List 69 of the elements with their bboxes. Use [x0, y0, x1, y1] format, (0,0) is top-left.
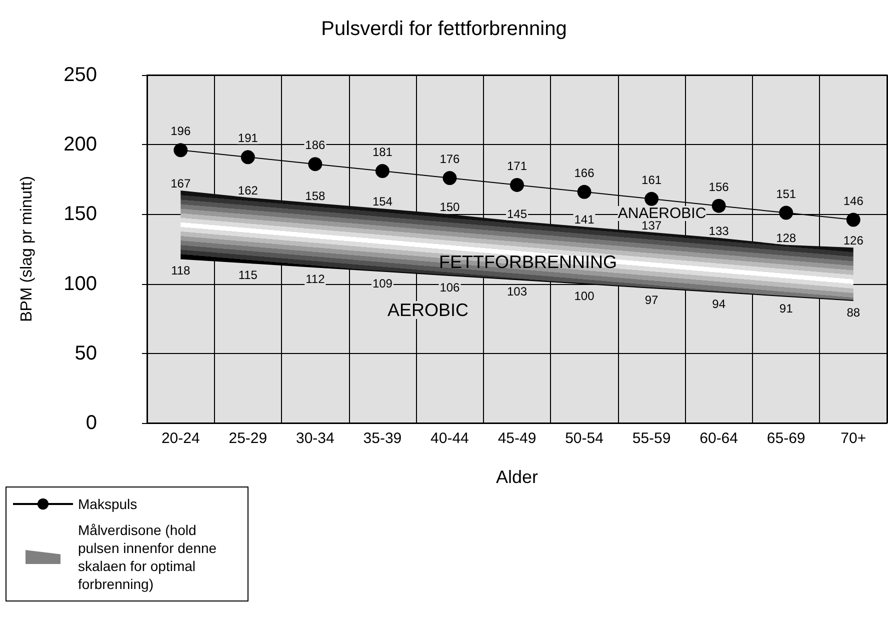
y-tick-label: 50	[74, 342, 97, 364]
data-label: 133	[708, 224, 730, 238]
data-label: 196	[170, 124, 191, 138]
data-label: 146	[843, 194, 864, 208]
x-tick-label: 60-64	[700, 430, 738, 447]
point	[712, 198, 726, 213]
data-label: 151	[776, 186, 796, 201]
x-tick-label: 70+	[840, 430, 866, 447]
legend-label: Målverdisone (hold pulsen innenfor denne skalaen for optimal forbrenning)	[78, 522, 220, 592]
data-label: 88	[846, 306, 860, 320]
data-label: 158	[305, 189, 326, 204]
x-tick-label: 30-34	[296, 430, 334, 447]
data-label: 118	[171, 264, 191, 278]
data-label: 106	[440, 280, 460, 294]
point	[510, 178, 524, 192]
data-label: 145	[506, 207, 528, 222]
annotation: ANAEROBIC	[618, 205, 706, 222]
data-label: 128	[776, 230, 796, 245]
point	[308, 157, 322, 172]
data-label: 171	[506, 158, 528, 173]
y-tick-label: 100	[64, 272, 97, 295]
y-tick-label: 200	[64, 134, 97, 156]
chart-title: Pulsverdi for fettforbrenning	[321, 18, 567, 40]
data-label: 167	[170, 176, 191, 191]
x-tick-label: 65-69	[766, 430, 806, 447]
y-tick-label: 150	[64, 203, 97, 226]
data-label: 191	[238, 131, 258, 146]
data-label: 186	[305, 138, 326, 152]
data-label: 112	[306, 272, 326, 286]
data-label: 156	[708, 180, 730, 194]
x-tick-label: 50-54	[565, 430, 604, 447]
data-label: 103	[506, 284, 528, 299]
point	[577, 184, 592, 199]
annotation: FETTFORBRENNING	[439, 252, 617, 272]
point	[846, 212, 860, 227]
data-label: 154	[372, 194, 393, 209]
point	[644, 192, 659, 206]
x-tick-label: 35-39	[363, 430, 402, 447]
x-tick-label: 45-49	[498, 430, 536, 447]
data-label: 181	[372, 145, 393, 160]
point	[174, 143, 188, 158]
x-tick-label: 40-44	[430, 430, 469, 447]
y-axis-title: BPM (slag pr minutt)	[18, 176, 36, 322]
point	[779, 206, 794, 220]
data-label: 162	[238, 183, 258, 198]
data-label: 150	[440, 200, 460, 214]
data-label: 94	[712, 297, 726, 312]
data-label: 115	[238, 268, 258, 282]
point	[375, 164, 390, 178]
x-axis-title: Alder	[496, 467, 538, 487]
data-label: 97	[644, 292, 659, 307]
data-label: 100	[574, 288, 595, 303]
x-tick-label: 25-29	[228, 430, 268, 447]
y-tick-label: 0	[86, 412, 97, 434]
data-label: 137	[642, 218, 662, 232]
data-label: 126	[843, 234, 864, 248]
data-label: 141	[574, 212, 595, 227]
x-tick-label: 55-59	[632, 430, 671, 447]
data-label: 91	[779, 301, 794, 316]
y-tick-label: 250	[64, 64, 97, 86]
data-label: 161	[642, 172, 662, 187]
data-label: 109	[372, 276, 393, 290]
x-tick-label: 20-24	[161, 430, 200, 447]
point	[442, 171, 457, 186]
annotation: AEROBIC	[387, 300, 469, 320]
legend-label: Makspuls	[78, 496, 138, 512]
point	[240, 150, 255, 164]
data-label: 166	[574, 166, 595, 180]
data-label: 176	[440, 152, 460, 166]
